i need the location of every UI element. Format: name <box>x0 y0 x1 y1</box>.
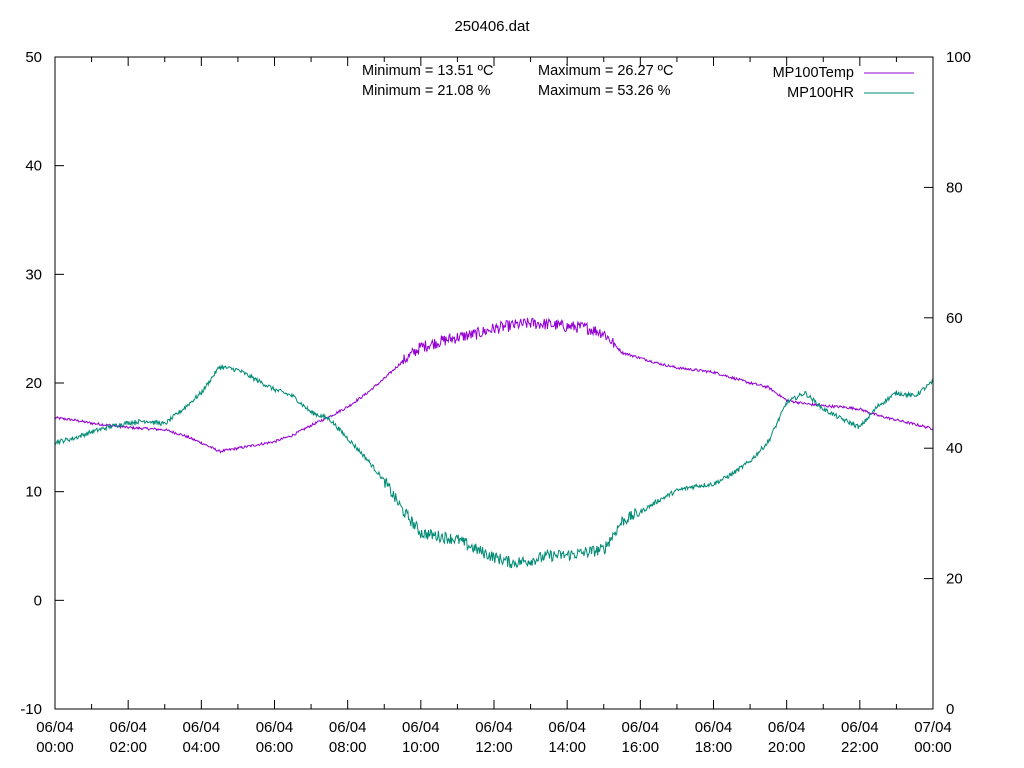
y2-tick-label: 60 <box>946 310 963 327</box>
y1-tick-label: 30 <box>25 266 42 283</box>
y2-tick-label: 0 <box>946 701 954 718</box>
stats-annotations: Minimum = 13.51 ºC Maximum = 26.27 ºC Mi… <box>362 63 673 99</box>
y1-tick-label: 0 <box>34 592 42 609</box>
series-line-mp100hr <box>54 364 934 569</box>
series-layer <box>54 317 934 569</box>
y1-tick-label: 10 <box>25 484 42 501</box>
x-tick-label: 06/04 08:00 <box>329 719 367 756</box>
x-tick-label: 06/04 20:00 <box>768 719 806 756</box>
x-tick-label: 06/04 00:00 <box>36 719 74 756</box>
x-tick-label: 06/04 18:00 <box>695 719 733 756</box>
legend: MP100Temp MP100HR <box>773 65 914 101</box>
y2-tick-label: 80 <box>946 179 963 196</box>
x-tick-label: 06/04 22:00 <box>841 719 879 756</box>
x-tick-label: 06/04 16:00 <box>622 719 660 756</box>
y1-tick-label: 40 <box>25 158 42 175</box>
series-line-mp100temp <box>54 317 934 454</box>
y1-tick-label: -10 <box>20 701 42 718</box>
x-tick-label: 06/04 06:00 <box>256 719 294 756</box>
x-tick-label: 06/04 10:00 <box>402 719 440 756</box>
temp-min-label: Minimum = 13.51 ºC <box>362 63 493 79</box>
legend-label-temp: MP100Temp <box>773 65 854 81</box>
x-tick-label: 06/04 02:00 <box>109 719 147 756</box>
hr-max-label: Maximum = 53.26 % <box>538 83 671 99</box>
y1-tick-label: 50 <box>25 49 42 66</box>
y2-tick-label: 20 <box>946 571 963 588</box>
y2-tick-label: 100 <box>946 49 971 66</box>
x-tick-label: 06/04 12:00 <box>475 719 513 756</box>
ticks-layer: -10 0 10 20 30 40 50 0 20 40 60 80 100 06/04 00:00 06/0… <box>20 49 971 756</box>
temp-max-label: Maximum = 26.27 ºC <box>538 63 673 79</box>
hr-min-label: Minimum = 21.08 % <box>362 83 491 99</box>
chart-title: 250406.dat <box>454 18 530 35</box>
legend-label-hr: MP100HR <box>787 85 854 101</box>
y2-tick-label: 40 <box>946 440 963 457</box>
x-tick-label: 06/04 04:00 <box>183 719 221 756</box>
x-tick-label: 07/04 00:00 <box>914 719 952 756</box>
x-tick-label: 06/04 14:00 <box>548 719 586 756</box>
y1-tick-label: 20 <box>25 375 42 392</box>
